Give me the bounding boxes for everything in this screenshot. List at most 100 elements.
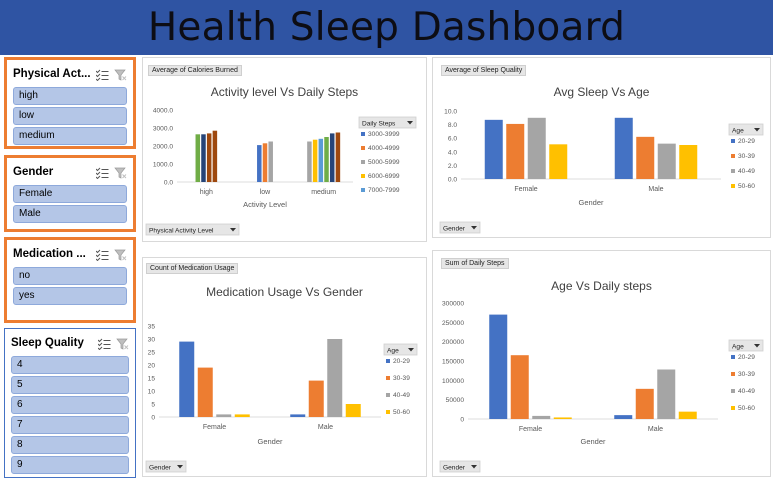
chart-panel-activity[interactable]: Average of Calories Burned Activity leve… [142, 57, 427, 242]
slicer-item[interactable]: 4 [11, 356, 129, 374]
chart-title: Avg Sleep Vs Age [553, 85, 650, 99]
bar[interactable] [212, 130, 218, 182]
bar[interactable] [636, 136, 655, 179]
slicer-item[interactable]: 8 [11, 436, 129, 454]
multi-select-icon[interactable] [95, 68, 109, 81]
bar[interactable] [527, 117, 546, 179]
chart-panel-medication[interactable]: Count of Medication Usage Medication Usa… [142, 257, 427, 477]
axis-field-button[interactable]: Physical Activity Level [145, 223, 240, 236]
value-field-button[interactable]: Average of Sleep Quality [441, 65, 527, 76]
dashboard-header: Health Sleep Dashboard [0, 0, 773, 55]
legend-label: 30-39 [393, 375, 410, 382]
slicer-title: Physical Act... [13, 67, 91, 80]
bar[interactable] [216, 414, 232, 417]
legend-swatch [386, 359, 390, 363]
slicer-item[interactable]: yes [13, 287, 127, 305]
bar[interactable] [679, 145, 698, 179]
bar[interactable] [312, 139, 318, 182]
slicer-item[interactable]: 6 [11, 396, 129, 414]
legend-label: 50-60 [738, 183, 755, 190]
multi-select-icon[interactable] [95, 248, 109, 261]
bar[interactable] [195, 134, 201, 182]
bar[interactable] [614, 415, 633, 419]
bar[interactable] [268, 141, 273, 183]
bar[interactable] [657, 369, 676, 419]
slicer-item[interactable]: 7 [11, 416, 129, 434]
bar[interactable] [506, 123, 525, 179]
slicer-item[interactable]: 5 [11, 376, 129, 394]
clear-filter-icon[interactable] [116, 337, 129, 350]
legend-field-button[interactable]: Age [383, 343, 418, 356]
chart-canvas: 300000 250000 200000 150000 100000 50000 0 Fema… [439, 301, 764, 473]
legend-swatch [386, 376, 390, 380]
axis-field-button[interactable]: Gender [439, 221, 481, 234]
bar[interactable] [179, 341, 195, 417]
axis-field-button[interactable]: Gender [145, 460, 187, 473]
value-field-button[interactable]: Average of Calories Burned [148, 65, 242, 76]
y-tick-label: 3000.0 [153, 126, 174, 133]
value-field-button[interactable]: Sum of Daily Steps [441, 258, 509, 269]
y-tick-label: 0.0 [164, 180, 173, 187]
value-field-button[interactable]: Count of Medication Usage [146, 263, 239, 274]
chart-panel-agesteps[interactable]: Sum of Daily Steps Age Vs Daily steps 30… [432, 250, 771, 477]
legend-swatch [361, 132, 365, 136]
y-tick-label: 0 [460, 417, 464, 424]
legend-field-button[interactable]: Age [728, 339, 764, 352]
bar[interactable] [532, 415, 551, 419]
bar[interactable] [324, 137, 329, 182]
slicer-title: Gender [13, 165, 54, 178]
dropdown-arrow-icon [407, 121, 413, 125]
bar[interactable] [234, 414, 250, 417]
slicer-item[interactable]: no [13, 267, 127, 285]
multi-select-icon[interactable] [97, 337, 111, 350]
slicer-item[interactable]: Female [13, 185, 127, 203]
clear-filter-icon[interactable] [114, 248, 127, 261]
bar[interactable] [318, 138, 324, 182]
legend-swatch [731, 139, 735, 143]
bar[interactable] [553, 417, 572, 419]
legend-label: 3000-3999 [368, 131, 400, 138]
bar[interactable] [308, 380, 324, 417]
bar[interactable] [510, 355, 529, 419]
bar[interactable] [335, 132, 341, 183]
clear-filter-icon[interactable] [114, 166, 127, 179]
legend-field-button[interactable]: Daily Steps [358, 116, 417, 129]
field-button-label: Gender [443, 464, 466, 471]
legend-swatch [386, 410, 390, 414]
bar[interactable] [635, 388, 654, 419]
legend-label: 4000-4999 [368, 145, 400, 152]
clear-filter-icon[interactable] [114, 68, 127, 81]
slicer-item[interactable]: high [13, 87, 127, 105]
y-tick-label: 25 [148, 350, 156, 357]
bar[interactable] [549, 144, 568, 179]
axis-field-button[interactable]: Gender [439, 460, 481, 473]
bar[interactable] [327, 339, 343, 417]
slicer-gender: Gender Female Male [4, 155, 136, 232]
bar[interactable] [345, 404, 361, 417]
chart-panel-avgsleep[interactable]: Average of Sleep Quality Avg Sleep Vs Ag… [432, 57, 771, 238]
legend-label: 40-49 [738, 388, 755, 395]
bar[interactable] [290, 414, 306, 417]
bar[interactable] [657, 143, 676, 179]
slicer-item[interactable]: Male [13, 205, 127, 223]
bar[interactable] [201, 134, 206, 182]
legend-field-button[interactable]: Age [728, 123, 764, 136]
bar[interactable] [484, 119, 503, 179]
bar[interactable] [307, 141, 312, 183]
slicer-item[interactable]: low [13, 107, 127, 125]
bar[interactable] [614, 117, 633, 179]
bar[interactable] [197, 367, 213, 417]
slicer-item[interactable]: 9 [11, 456, 129, 474]
bar[interactable] [257, 145, 262, 182]
bar[interactable] [206, 133, 212, 182]
bar[interactable] [489, 314, 508, 419]
bar[interactable] [329, 133, 335, 182]
bar[interactable] [262, 143, 268, 182]
legend-label: 20-29 [393, 358, 410, 365]
chart-canvas: 10.0 8.0 6.0 4.0 2.0 0.0 Female Male Gender Age 20… [439, 109, 764, 234]
dropdown-arrow-icon [471, 226, 477, 230]
multi-select-icon[interactable] [95, 166, 109, 179]
bar[interactable] [678, 411, 697, 419]
slicer-item[interactable]: medium [13, 127, 127, 145]
legend-swatch [361, 160, 365, 164]
